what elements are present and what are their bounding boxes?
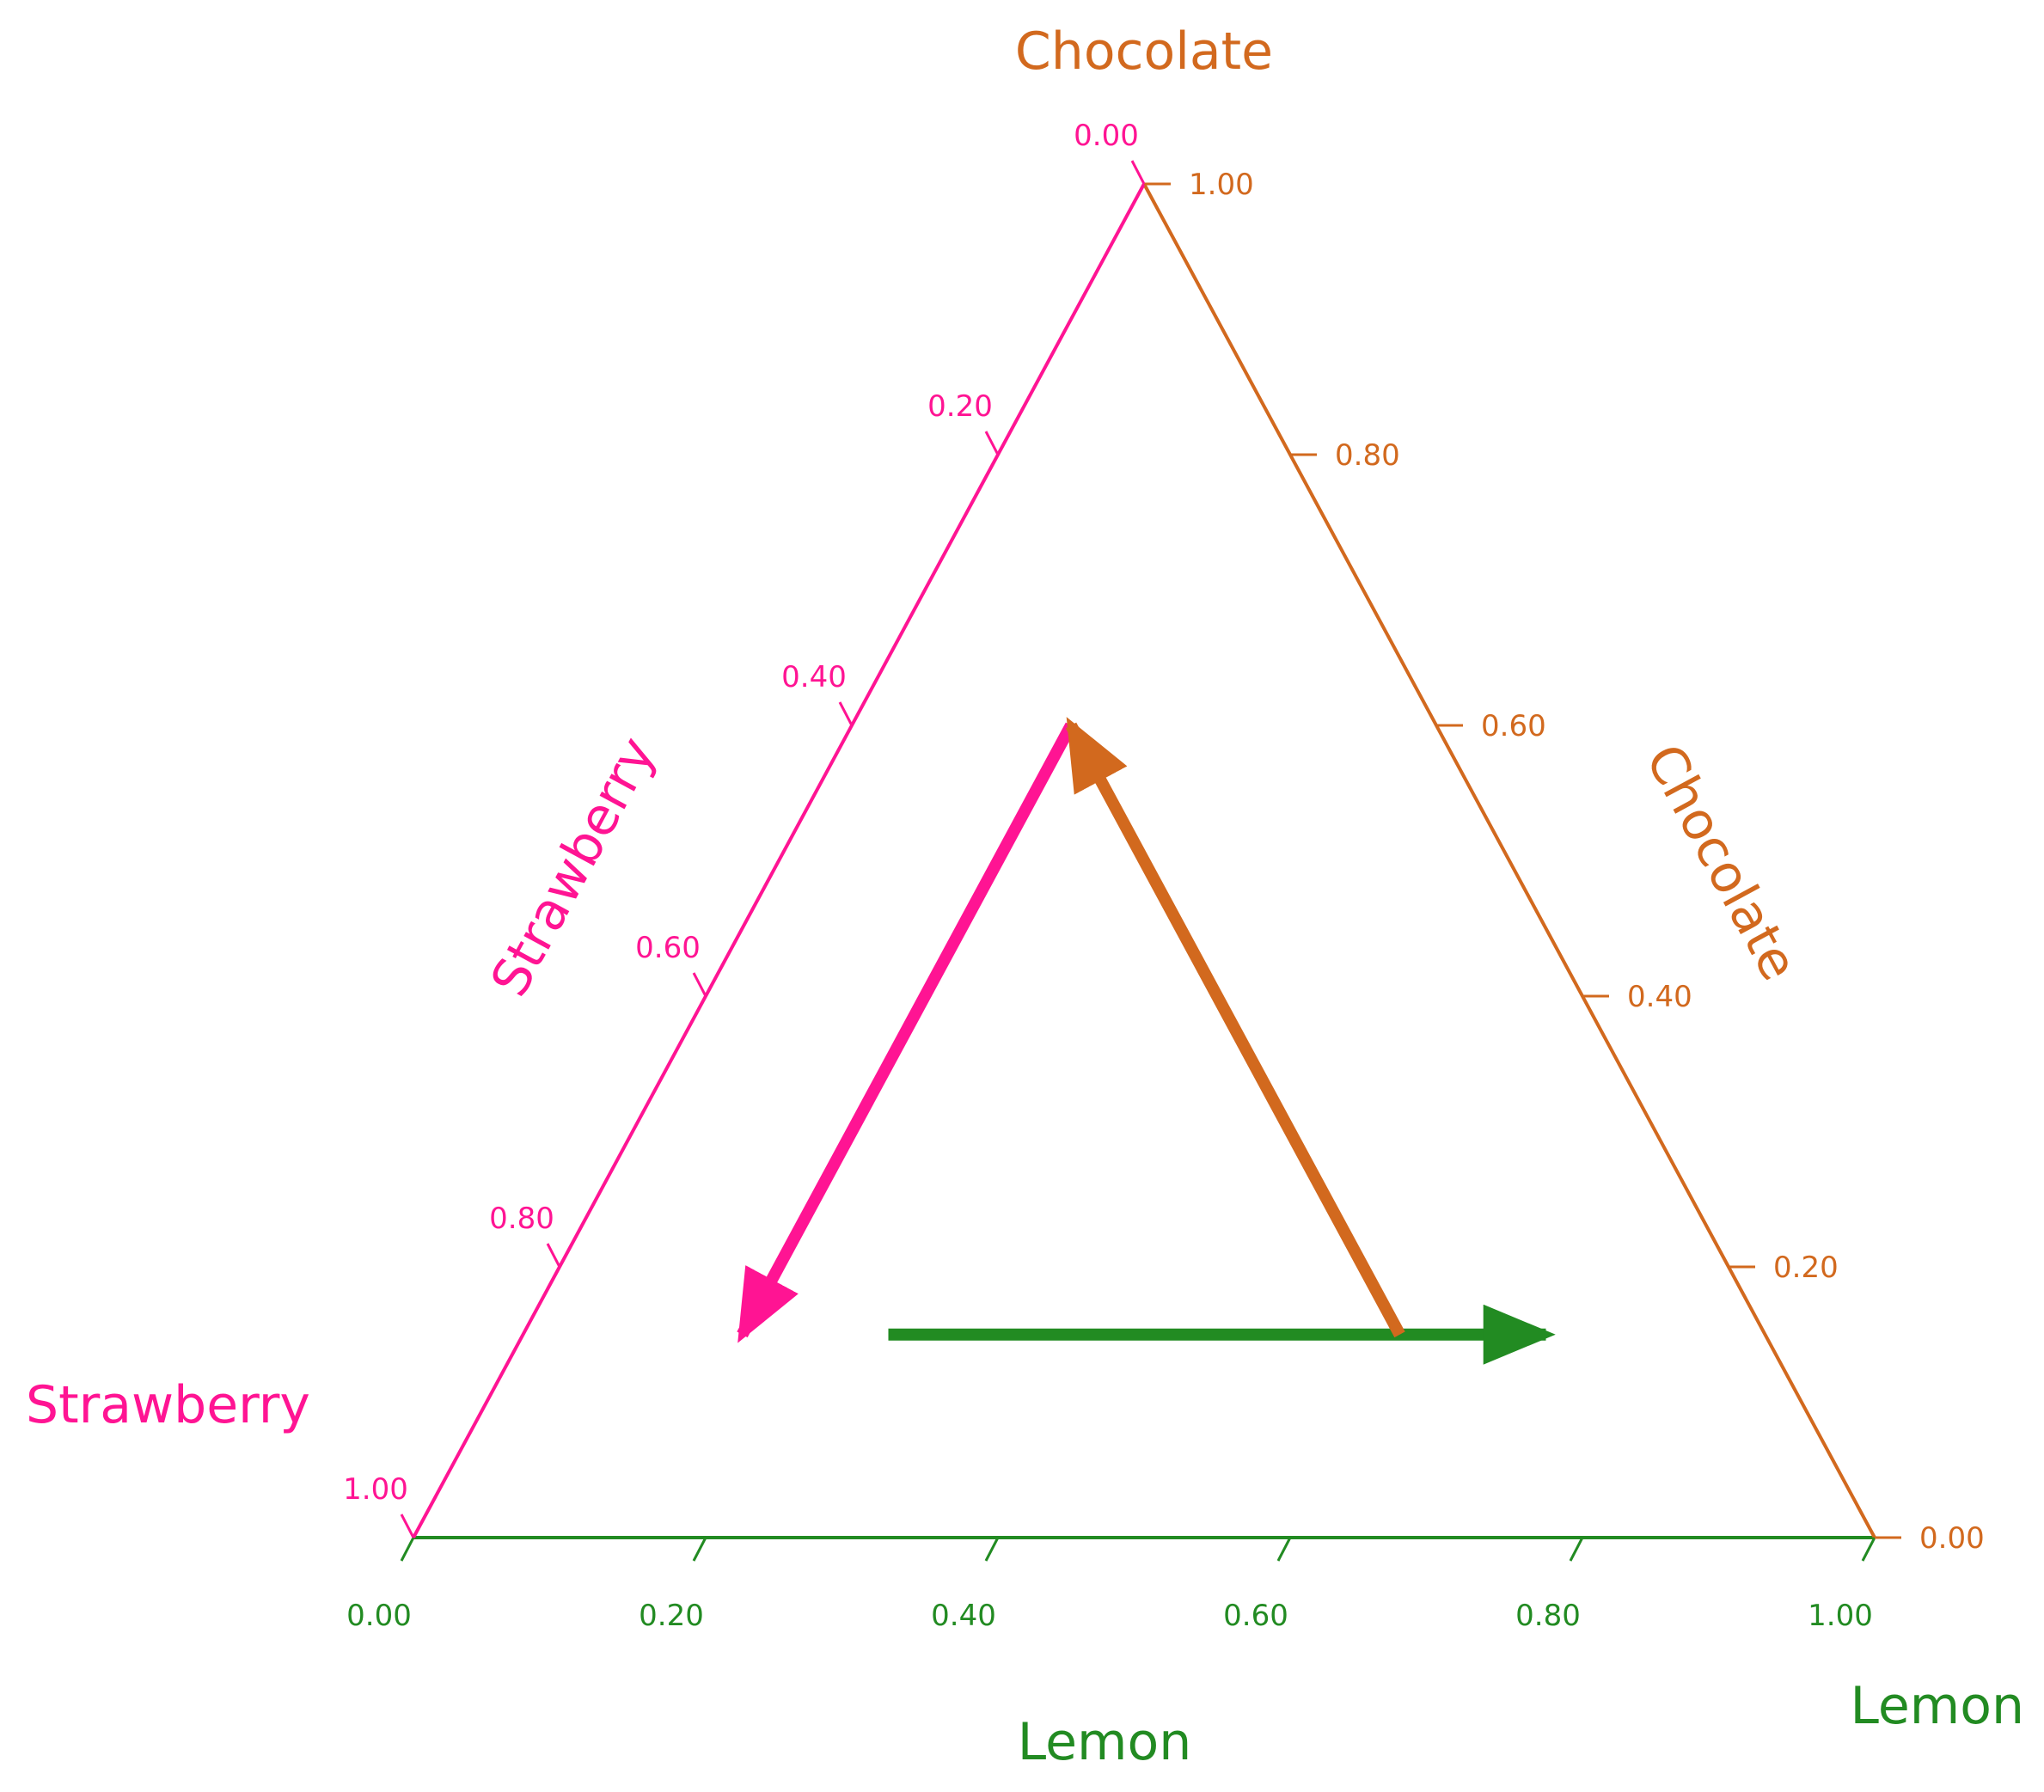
strawberry-tick (1130, 160, 1146, 185)
chocolate-tick-label: 0.60 (1481, 709, 1546, 743)
lemon-tick (692, 1537, 707, 1562)
lemon-tick (1569, 1537, 1584, 1562)
lemon-tick (1276, 1537, 1292, 1562)
lemon-tick-label: 0.40 (931, 1599, 996, 1633)
chocolate-tick-label: 0.00 (1919, 1521, 1985, 1556)
tick-group: 0.00 0.20 0.40 0.60 0.80 1.00 0.00 0.20 0.40 0.60… (343, 119, 1985, 1633)
lemon-tick-label: 0.60 (1223, 1599, 1288, 1633)
vertex-label-bottom-left: Strawberry (26, 1375, 310, 1435)
vertex-label-top: Chocolate (1015, 21, 1273, 82)
lemon-tick-label: 0.20 (639, 1599, 704, 1633)
strawberry-tick (546, 1243, 561, 1268)
lemon-tick (1861, 1537, 1876, 1562)
strawberry-tick-label: 0.40 (781, 660, 847, 694)
strawberry-tick-label: 1.00 (343, 1472, 408, 1507)
strawberry-tick-label: 0.80 (489, 1202, 554, 1236)
strawberry-tick (838, 701, 854, 726)
chocolate-tick-label: 1.00 (1189, 168, 1254, 202)
strawberry-tick (984, 431, 1000, 456)
strawberry-tick-label: 0.20 (927, 389, 993, 424)
chocolate-tick-label: 0.40 (1627, 980, 1692, 1014)
lemon-tick-label: 0.80 (1515, 1599, 1581, 1633)
lemon-tick-label: 0.00 (346, 1599, 412, 1633)
lemon-tick (984, 1537, 1000, 1562)
lemon-tick-label: 1.00 (1808, 1599, 1873, 1633)
lemon-axis-title: Lemon (1018, 1712, 1191, 1772)
chocolate-tick-label: 0.20 (1773, 1251, 1839, 1285)
arrow-group (737, 717, 1556, 1365)
chocolate-arrow (1065, 717, 1405, 1338)
chocolate-axis-line (1142, 183, 1876, 1538)
strawberry-tick (692, 972, 707, 997)
strawberry-tick-label: 0.00 (1074, 119, 1139, 153)
vertex-label-bottom-right: Lemon (1851, 1676, 2024, 1736)
strawberry-arrow (737, 722, 1077, 1343)
lemon-tick (400, 1537, 415, 1562)
strawberry-tick (400, 1514, 415, 1538)
chocolate-axis-title: Chocolate (1633, 735, 1808, 990)
strawberry-tick-label: 0.60 (635, 931, 701, 965)
chocolate-tick-label: 0.80 (1335, 438, 1400, 473)
strawberry-axis-line (412, 183, 1146, 1538)
